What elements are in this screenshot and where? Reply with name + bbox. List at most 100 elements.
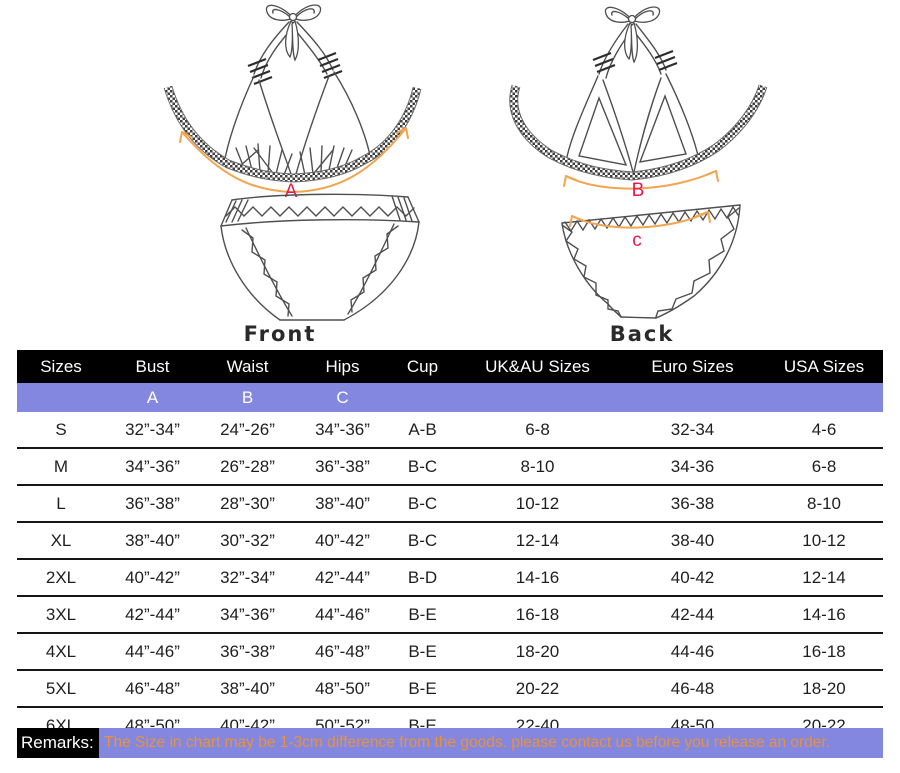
table-row-s: S 32”-34” 24”-26” 34”-36” A-B 6-8 32-34 … — [17, 412, 883, 449]
cell: 30”-32” — [200, 522, 295, 560]
cell: 36”-38” — [200, 633, 295, 671]
measure-arrow-c — [569, 211, 711, 229]
cell: B-C — [390, 448, 455, 486]
measure-letter-a: A — [105, 383, 200, 412]
col-header-ukau: UK&AU Sizes — [455, 350, 620, 383]
cell: 10-12 — [765, 522, 883, 560]
col-header-euro: Euro Sizes — [620, 350, 765, 383]
cell: 36-38 — [620, 485, 765, 523]
table-row-5xl: 5XL 46”-48” 38”-40” 48”-50” B-E 20-22 46… — [17, 670, 883, 708]
col-header-sizes: Sizes — [17, 350, 105, 383]
cell: 24”-26” — [200, 412, 295, 449]
cell: 40-42 — [620, 559, 765, 597]
cell: 5XL — [17, 670, 105, 708]
cell: 16-18 — [455, 596, 620, 634]
table-row-m: M 34”-36” 26”-28” 36”-38” B-C 8-10 34-36… — [17, 448, 883, 486]
cell: 46”-48” — [295, 633, 390, 671]
cell: 12-14 — [765, 559, 883, 597]
cell: 28”-30” — [200, 485, 295, 523]
marker-b-label: B — [632, 180, 645, 201]
cell: 26”-28” — [200, 448, 295, 486]
cell: 10-12 — [455, 485, 620, 523]
cell: M — [17, 448, 105, 486]
cell: 38-40 — [620, 522, 765, 560]
cell: B-E — [390, 670, 455, 708]
measure-arrow-b — [563, 170, 719, 190]
cell — [390, 383, 455, 412]
cell: 34”-36” — [295, 412, 390, 449]
cell: 16-18 — [765, 633, 883, 671]
size-table: Sizes Bust Waist Hips Cup UK&AU Sizes Eu… — [17, 350, 883, 745]
cell: 32”-34” — [105, 412, 200, 449]
cell: 32”-34” — [200, 559, 295, 597]
cell: 42”-44” — [295, 559, 390, 597]
cell: 34-36 — [620, 448, 765, 486]
marker-c-label: c — [632, 230, 642, 251]
cell: S — [17, 412, 105, 449]
cell: 2XL — [17, 559, 105, 597]
cell: 20-22 — [455, 670, 620, 708]
cell: L — [17, 485, 105, 523]
measure-arrow-a — [179, 127, 409, 194]
cell: XL — [17, 522, 105, 560]
cell: 44”-46” — [105, 633, 200, 671]
cell: 6-8 — [765, 448, 883, 486]
measure-letter-row: A B C — [17, 383, 883, 412]
cell: B-C — [390, 522, 455, 560]
cell: 18-20 — [765, 670, 883, 708]
cell — [620, 383, 765, 412]
cell: 40”-42” — [105, 559, 200, 597]
cell — [17, 383, 105, 412]
cell: 42-44 — [620, 596, 765, 634]
cell: 42”-44” — [105, 596, 200, 634]
back-top-sketch: B — [509, 6, 768, 201]
table-row-xl: XL 38”-40” 30”-32” 40”-42” B-C 12-14 38-… — [17, 522, 883, 560]
col-header-usa: USA Sizes — [765, 350, 883, 383]
bikini-diagram: A Front — [163, 4, 768, 346]
col-header-bust: Bust — [105, 350, 200, 383]
marker-a-label: A — [285, 181, 298, 202]
cell: 38”-40” — [105, 522, 200, 560]
cell: 44-46 — [620, 633, 765, 671]
cell: 36”-38” — [105, 485, 200, 523]
cell: B-E — [390, 596, 455, 634]
remarks-text: The Size in chart may be 1-3cm differenc… — [99, 728, 883, 758]
front-bottom-sketch: Front — [220, 193, 420, 346]
remarks-label: Remarks: — [17, 728, 99, 758]
col-header-cup: Cup — [390, 350, 455, 383]
cell: 46-48 — [620, 670, 765, 708]
cell: 34”-36” — [105, 448, 200, 486]
cell: 38”-40” — [200, 670, 295, 708]
cell: 48”-50” — [295, 670, 390, 708]
cell: 14-16 — [765, 596, 883, 634]
table-header-row: Sizes Bust Waist Hips Cup UK&AU Sizes Eu… — [17, 350, 883, 383]
table-row-l: L 36”-38” 28”-30” 38”-40” B-C 10-12 36-3… — [17, 485, 883, 523]
cell: 4XL — [17, 633, 105, 671]
cell — [765, 383, 883, 412]
cell: 8-10 — [455, 448, 620, 486]
cell: 3XL — [17, 596, 105, 634]
cell: 38”-40” — [295, 485, 390, 523]
cell: A-B — [390, 412, 455, 449]
cell: 40”-42” — [295, 522, 390, 560]
cell: 46”-48” — [105, 670, 200, 708]
cell — [455, 383, 620, 412]
cell: 4-6 — [765, 412, 883, 449]
cell: 34”-36” — [200, 596, 295, 634]
cell: B-C — [390, 485, 455, 523]
cell: 6-8 — [455, 412, 620, 449]
cell: 14-16 — [455, 559, 620, 597]
table-row-4xl: 4XL 44”-46” 36”-38” 46”-48” B-E 18-20 44… — [17, 633, 883, 671]
cell: 12-14 — [455, 522, 620, 560]
cell: 32-34 — [620, 412, 765, 449]
cell: 8-10 — [765, 485, 883, 523]
back-caption: Back — [610, 322, 675, 346]
measure-letter-c: C — [295, 383, 390, 412]
cell: 44”-46” — [295, 596, 390, 634]
front-top-sketch: A — [163, 4, 422, 202]
col-header-hips: Hips — [295, 350, 390, 383]
col-header-waist: Waist — [200, 350, 295, 383]
cell: 18-20 — [455, 633, 620, 671]
measure-letter-b: B — [200, 383, 295, 412]
